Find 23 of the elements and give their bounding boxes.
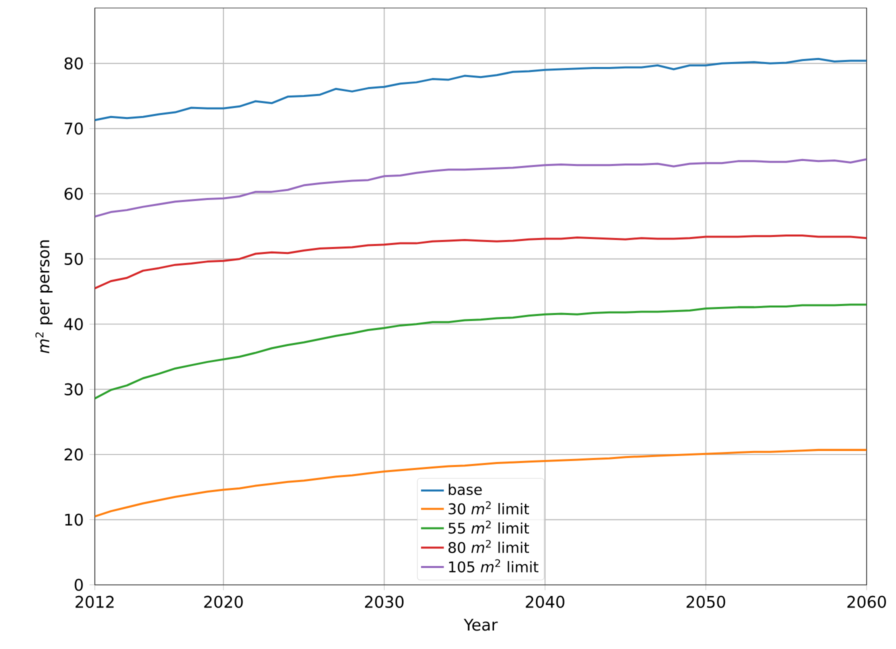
y-tick-label: 70 <box>64 122 83 135</box>
legend-label: 55 m$^{2}$ limit <box>448 520 530 534</box>
y-axis-title: m$^{2}$ per person <box>35 240 53 354</box>
x-tick-label: 2012 <box>76 596 114 608</box>
y-tick-label: 10 <box>65 514 83 526</box>
y-tick-label: 30 <box>64 383 83 396</box>
y-tick-label: 80 <box>64 57 83 70</box>
x-tick-label: 2040 <box>526 596 564 608</box>
line-series <box>94 58 867 122</box>
x-tick-label: 2050 <box>686 596 726 608</box>
x-tick-label: 2030 <box>365 596 404 608</box>
legend-label: 105 m$^{2}$ limit <box>449 559 538 572</box>
legend-label: 80 m$^{2}$ limit <box>448 540 530 554</box>
y-tick-label: 20 <box>64 448 83 461</box>
y-tick-label: 0 <box>74 578 83 591</box>
y-tick-label: 60 <box>64 188 83 200</box>
x-tick-label: 2020 <box>204 596 243 608</box>
y-tick-label: 40 <box>64 318 83 330</box>
legend-label: 30 m$^{2}$ limit <box>448 501 530 514</box>
x-axis-title: Year <box>464 618 498 631</box>
x-tick-label: 2060 <box>847 596 886 608</box>
y-tick-label: 50 <box>64 252 83 266</box>
legend-label: base <box>448 484 482 496</box>
